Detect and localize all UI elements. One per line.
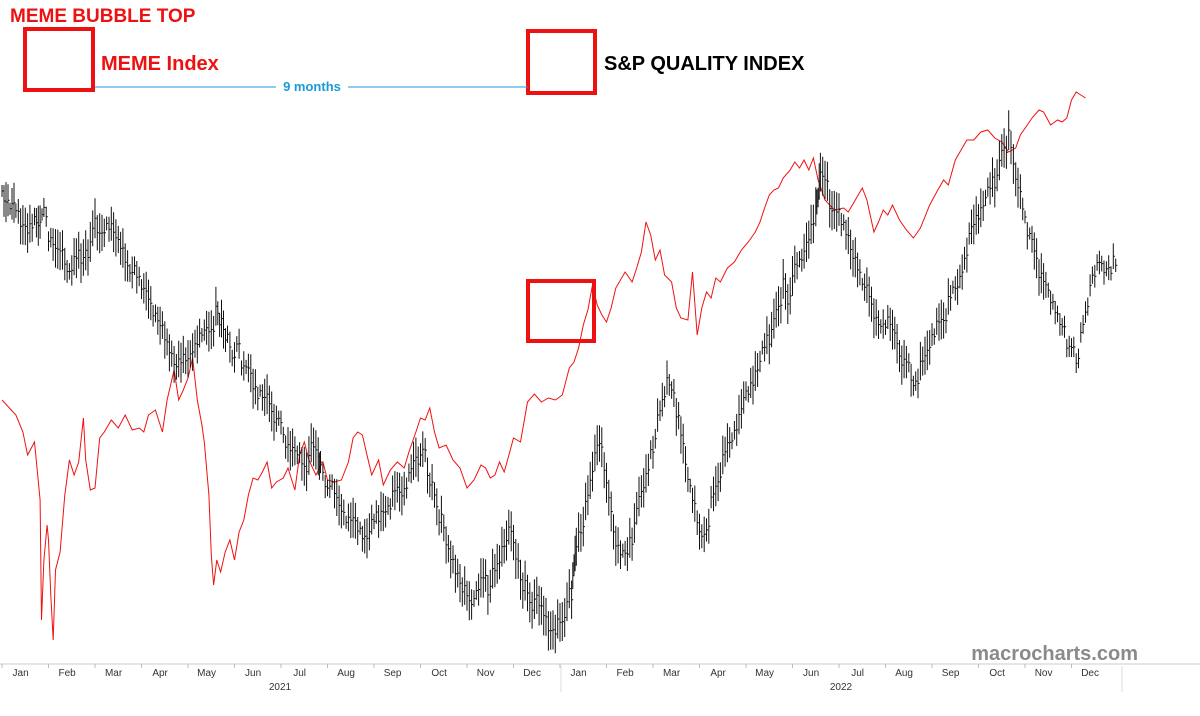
year-label: 2022 <box>830 682 853 693</box>
meme-index-line <box>1 91 1086 641</box>
x-tick-label: Sep <box>942 668 960 679</box>
chart-title: MEME BUBBLE TOP <box>10 6 196 27</box>
series-layer <box>1 91 1118 654</box>
x-tick-label: Nov <box>477 668 495 679</box>
x-tick-label: Jan <box>13 668 29 679</box>
x-tick-label: Jun <box>803 668 819 679</box>
highlight-box-layer <box>23 27 597 343</box>
x-tick-label: Feb <box>58 668 76 679</box>
x-tick-label: Apr <box>152 668 168 679</box>
x-axis: Jan Feb Mar Apr May Jun Jul Aug Sep Oct Nov Dec Jan F… <box>1 664 1123 693</box>
watermark: macrocharts.com <box>971 643 1138 665</box>
x-tick-label: Oct <box>989 668 1005 679</box>
meme-at-quality-top-box <box>526 279 596 343</box>
quality-index-bars <box>1 110 1118 654</box>
x-tick-label: Mar <box>663 668 681 679</box>
x-tick-label: Apr <box>710 668 726 679</box>
x-tick-label: Jan <box>571 668 587 679</box>
x-tick-label: Mar <box>105 668 123 679</box>
x-tick-label: Aug <box>895 668 913 679</box>
meme-top-box <box>23 27 95 92</box>
x-tick-label: Jul <box>293 668 306 679</box>
x-tick-label: Oct <box>431 668 447 679</box>
x-tick-label: Dec <box>523 668 541 679</box>
year-label: 2021 <box>269 682 292 693</box>
x-tick-label: Jul <box>851 668 864 679</box>
x-tick-label: Feb <box>616 668 634 679</box>
meme-index-label: MEME Index <box>101 53 219 75</box>
x-tick-label: Aug <box>337 668 355 679</box>
quality-index-series <box>1 110 1118 654</box>
x-tick-label: Jun <box>245 668 261 679</box>
quality-index-label: S&P QUALITY INDEX <box>604 53 805 75</box>
x-tick-label: Dec <box>1081 668 1099 679</box>
quality-top-box <box>526 29 597 95</box>
gap-label: 9 months <box>283 79 341 94</box>
x-tick-label: Nov <box>1035 668 1053 679</box>
x-tick-label: May <box>197 668 216 679</box>
x-tick-label: Sep <box>384 668 402 679</box>
x-tick-label: May <box>755 668 774 679</box>
